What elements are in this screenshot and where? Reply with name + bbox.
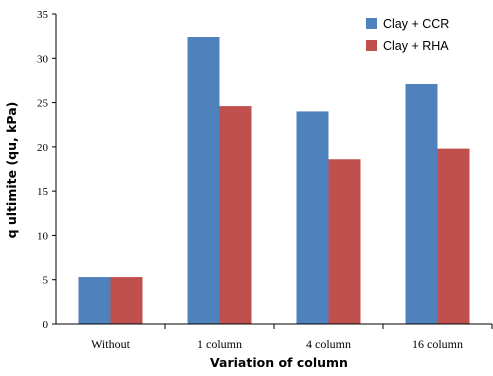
y-tick-label: 30 bbox=[37, 53, 49, 65]
y-tick-label: 20 bbox=[37, 142, 49, 154]
x-axis-tick-labels: Without 1 column 4 column 16 column bbox=[91, 324, 493, 351]
legend: Clay + CCR Clay + RHA bbox=[366, 17, 449, 53]
y-tick-label: 35 bbox=[37, 9, 49, 21]
y-axis-ticks: 0 5 10 15 20 25 30 35 bbox=[37, 9, 56, 331]
bar-clay-rha bbox=[437, 148, 470, 324]
legend-label: Clay + RHA bbox=[383, 39, 449, 53]
x-tick-label: 4 column bbox=[306, 337, 351, 351]
bars bbox=[78, 37, 470, 325]
x-tick-label: Without bbox=[91, 337, 131, 351]
y-tick-label: 5 bbox=[43, 275, 49, 287]
bar-clay-ccr bbox=[78, 277, 111, 324]
x-axis-title: Variation of column bbox=[210, 355, 348, 370]
x-tick-label: 1 column bbox=[197, 337, 242, 351]
bar-clay-rha bbox=[110, 277, 143, 324]
legend-label: Clay + CCR bbox=[383, 17, 449, 31]
bar-clay-rha bbox=[328, 159, 361, 324]
y-tick-label: 10 bbox=[37, 230, 49, 242]
bar-clay-rha bbox=[219, 106, 252, 324]
bar-clay-ccr bbox=[405, 83, 438, 324]
y-tick-label: 25 bbox=[37, 98, 49, 110]
legend-swatch bbox=[366, 18, 377, 29]
legend-swatch bbox=[366, 40, 377, 51]
y-tick-label: 15 bbox=[37, 186, 49, 198]
y-axis-title: q ultimite (qu, kPa) bbox=[4, 102, 19, 239]
bar-clay-ccr bbox=[187, 37, 220, 325]
bar-clay-ccr bbox=[296, 111, 329, 324]
y-tick-label: 0 bbox=[43, 319, 49, 331]
x-tick-label: 16 column bbox=[412, 337, 463, 351]
